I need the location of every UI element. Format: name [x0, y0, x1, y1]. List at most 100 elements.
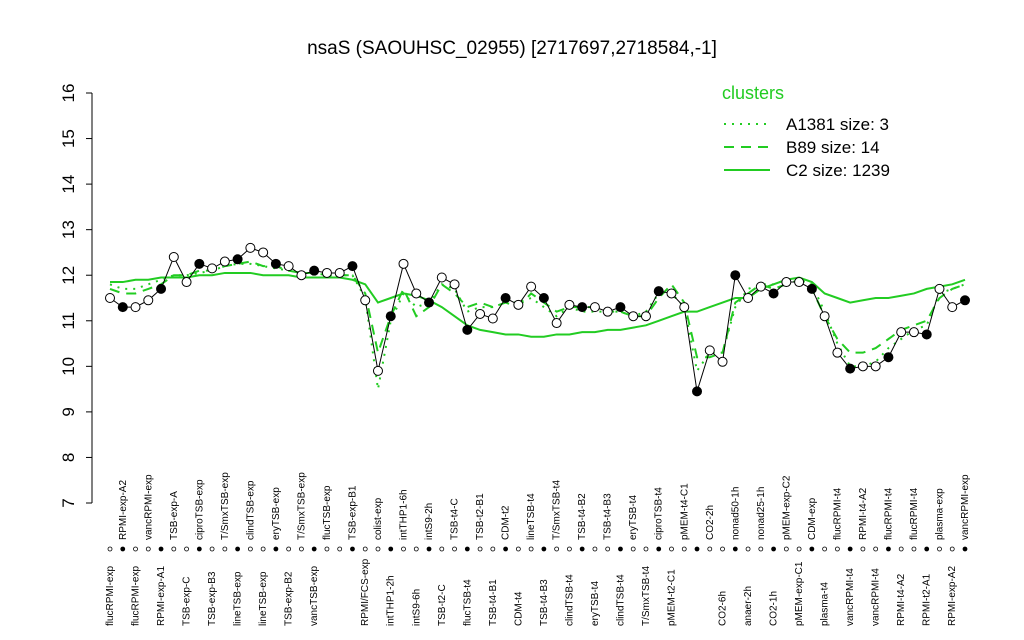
x-tick-label: pMEM-t4-C1 [679, 483, 690, 540]
x-tick-label: TSB-exp-A [169, 491, 180, 540]
data-point [551, 318, 562, 329]
data-point [105, 293, 115, 303]
data-point [666, 288, 677, 299]
rug-dot [694, 546, 700, 552]
rug-dot [477, 546, 483, 552]
rug-dot [605, 546, 611, 552]
rug-dot [630, 546, 636, 552]
data-point [538, 293, 549, 303]
x-tick-label: lineTSB-t4 [526, 493, 537, 540]
data-point [806, 283, 817, 294]
x-tick-label: RPMI-t4-A2 [896, 573, 907, 626]
data-point [487, 313, 498, 324]
y-tick-label: 7 [59, 498, 78, 507]
data-point [921, 329, 932, 340]
data-point [883, 352, 894, 363]
data-point [436, 272, 447, 283]
x-tick-label: CDM-t4 [513, 591, 524, 626]
data-point [360, 295, 371, 306]
rug-dot [362, 546, 368, 552]
x-tick-label: RPMI-exp-A1 [156, 566, 167, 626]
y-tick-label: 12 [59, 266, 78, 285]
data-point [755, 281, 766, 292]
data-point [692, 386, 703, 397]
data-point [934, 283, 945, 294]
x-tick-label: T/SmxTSB-t4 [552, 480, 563, 540]
data-point [321, 267, 332, 278]
rug-dot [783, 546, 789, 552]
data-point [347, 261, 358, 272]
rug-dot [439, 546, 445, 552]
rug-dot [745, 546, 751, 552]
rug-dot [490, 546, 496, 552]
x-tick-label: CDM-t2 [501, 505, 512, 540]
rug-dot [796, 546, 802, 552]
legend-label: B89 size: 14 [786, 138, 880, 157]
rug-dot [158, 546, 164, 552]
data-point [960, 295, 970, 306]
rug-dot [401, 546, 406, 552]
x-tick-label: eryTSB-t4 [628, 495, 639, 540]
x-tick-label: TSB-t2-C [437, 584, 448, 626]
data-point [258, 247, 269, 258]
data-point [462, 324, 473, 335]
rug-dot [541, 546, 547, 552]
rug-dot [618, 546, 623, 552]
y-tick-label: 11 [59, 312, 78, 330]
data-point [845, 363, 856, 374]
data-point [245, 242, 256, 253]
data-point [653, 286, 664, 297]
x-tick-label: vancRPMI-t4 [871, 568, 882, 626]
x-tick-label: anaer-2h [743, 586, 754, 626]
x-tick-label: flucRPMI-exp [105, 566, 116, 626]
x-tick-label: CDM-exp [807, 497, 818, 540]
x-tick-label: flucTSB-exp [322, 485, 333, 540]
data-point [500, 293, 511, 303]
x-tick-label: intS9-2h [424, 503, 435, 540]
rug-dot [107, 546, 113, 552]
data-point [168, 252, 179, 262]
rug-dot [260, 546, 266, 552]
rug-dot [732, 546, 738, 552]
rug-dot [528, 546, 534, 552]
rug-dot [286, 546, 292, 552]
rug-dot [643, 546, 649, 552]
x-tick-label: ciproTSB-t4 [654, 487, 665, 540]
data-point [207, 263, 218, 274]
rug-dot [413, 546, 419, 552]
rug-dot [771, 546, 776, 552]
x-tick-label: T/SmxTSB-t4 [641, 566, 652, 626]
rug-dot [592, 546, 598, 552]
rug-dot [375, 546, 381, 552]
rug-dot [196, 546, 202, 552]
x-tick-label: lineTSB-exp [233, 571, 244, 626]
rug-dot [120, 546, 126, 552]
data-point [232, 254, 243, 265]
rug-dot [515, 546, 521, 552]
rug-dot [681, 546, 687, 552]
rug-dot [656, 546, 662, 552]
data-point [424, 297, 435, 308]
x-tick-label: CO2-1h [769, 591, 780, 626]
data-point [219, 256, 230, 267]
x-tick-label: TSB-t4-C [450, 498, 461, 540]
rug-dot [171, 546, 177, 552]
data-point [768, 288, 779, 299]
data-point [156, 283, 167, 294]
x-tick-label: T/SmxTSB-exp [296, 472, 307, 540]
x-tick-label: clindTSB-t4 [564, 574, 575, 626]
x-tick-label: pMEM-t2-C1 [666, 569, 677, 626]
data-point [526, 281, 537, 292]
data-point [908, 327, 919, 338]
rug-dot [337, 546, 343, 552]
x-tick-label: vancRPMI-exp [960, 474, 971, 540]
x-tick-label: TSB-t2-B1 [475, 493, 486, 540]
rug-dot [720, 546, 725, 552]
x-tick-label: eryTSB-t4 [590, 581, 601, 626]
rug-dot [924, 546, 930, 552]
data-point [117, 302, 128, 313]
x-tick-label: intTHP1-2h [386, 575, 397, 626]
y-tick-label: 16 [59, 84, 78, 103]
data-point [283, 261, 294, 272]
data-point [794, 277, 805, 288]
